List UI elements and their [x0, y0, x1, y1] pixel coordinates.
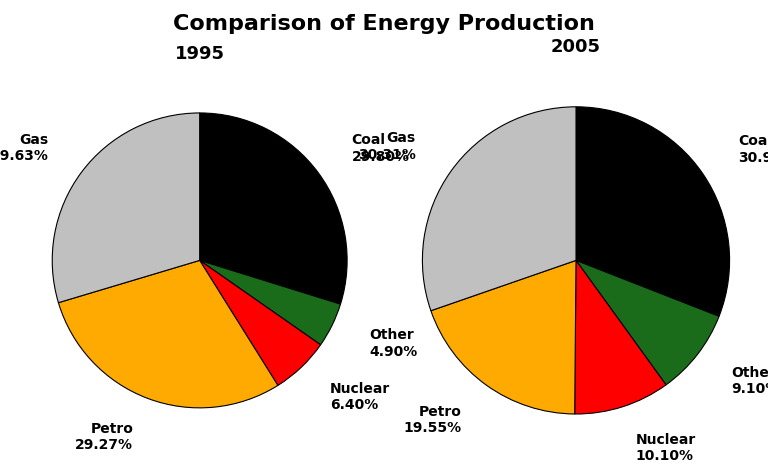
Text: Petro
29.27%: Petro 29.27%: [75, 422, 133, 452]
Text: Petro
19.55%: Petro 19.55%: [403, 405, 462, 435]
Wedge shape: [574, 260, 666, 414]
Text: Gas
30.31%: Gas 30.31%: [358, 131, 415, 161]
Wedge shape: [422, 107, 576, 311]
Text: Comparison of Energy Production: Comparison of Energy Production: [173, 14, 595, 34]
Text: Nuclear
6.40%: Nuclear 6.40%: [329, 382, 390, 412]
Wedge shape: [576, 260, 719, 385]
Wedge shape: [58, 260, 278, 408]
Title: 1995: 1995: [174, 46, 225, 63]
Title: 2005: 2005: [551, 38, 601, 56]
Wedge shape: [200, 260, 340, 345]
Wedge shape: [576, 107, 730, 316]
Text: Other
4.90%: Other 4.90%: [369, 328, 418, 359]
Text: Gas
29.63%: Gas 29.63%: [0, 133, 48, 163]
Text: Other
9.10%: Other 9.10%: [731, 365, 768, 396]
Text: Nuclear
10.10%: Nuclear 10.10%: [636, 432, 696, 463]
Wedge shape: [431, 260, 576, 414]
Wedge shape: [200, 260, 320, 385]
Text: Coal
30.93%: Coal 30.93%: [738, 134, 768, 165]
Text: Coal
29.80%: Coal 29.80%: [352, 133, 409, 164]
Wedge shape: [200, 113, 347, 304]
Wedge shape: [52, 113, 200, 303]
